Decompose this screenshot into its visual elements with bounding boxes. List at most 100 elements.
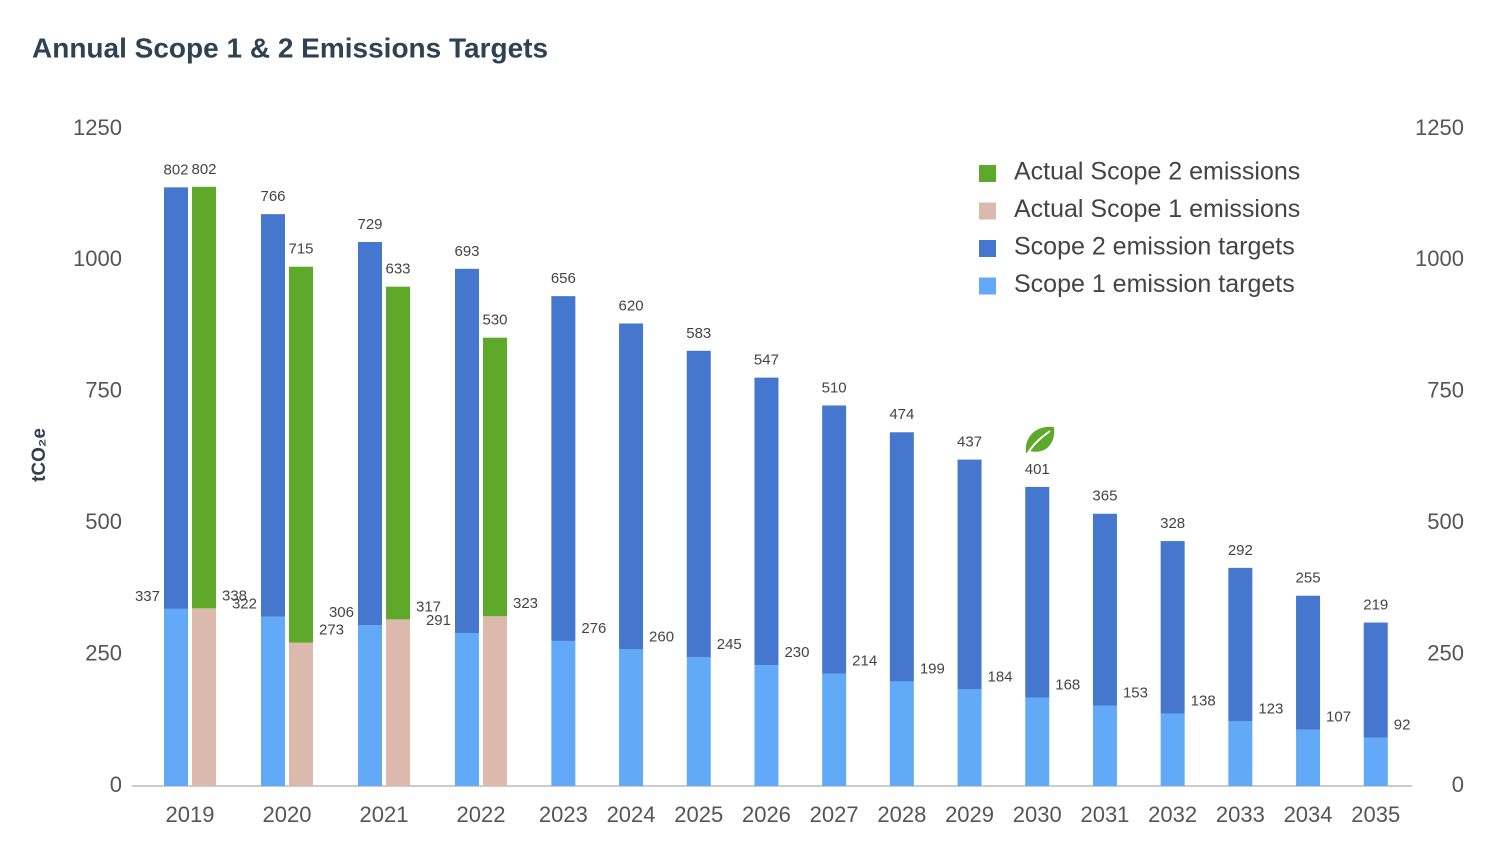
- value-label: 802: [191, 161, 216, 178]
- value-label: 199: [920, 660, 945, 677]
- x-tick-label: 2027: [810, 802, 859, 827]
- y-tick-label: 1250: [73, 115, 122, 140]
- bar-segment: [1363, 622, 1388, 738]
- bar-segment: [754, 665, 779, 786]
- legend-swatch: [979, 202, 996, 220]
- value-label: 107: [1326, 709, 1351, 726]
- value-label: 323: [513, 595, 538, 612]
- bar-segment: [289, 266, 313, 643]
- bar-segment: [619, 649, 644, 786]
- y2-tick-label: 1250: [1415, 115, 1464, 140]
- y2-tick-label: 250: [1427, 640, 1464, 665]
- bar-segment: [822, 405, 847, 674]
- bar-segment: [1092, 705, 1117, 786]
- value-label: 123: [1258, 700, 1283, 717]
- value-label: 322: [232, 596, 257, 613]
- y-axis-label: tCO₂e: [29, 428, 50, 482]
- value-label: 656: [551, 270, 576, 287]
- y2-tick-label: 0: [1452, 772, 1464, 797]
- bar-segment: [619, 323, 644, 650]
- chart-title: Annual Scope 1 & 2 Emissions Targets: [32, 32, 548, 63]
- value-label: 401: [1025, 461, 1050, 478]
- value-label: 547: [754, 352, 779, 369]
- bar-segment: [1296, 729, 1321, 786]
- bar-segment: [1092, 513, 1117, 706]
- x-tick-label: 2024: [607, 802, 656, 827]
- bar-segment: [164, 187, 188, 609]
- bar-segment: [386, 619, 410, 786]
- bar-segment: [192, 608, 216, 786]
- leaf-icon: [1025, 426, 1055, 454]
- y-tick-label: 1000: [73, 246, 122, 271]
- bar-segment: [1160, 541, 1185, 714]
- bar-segment: [686, 657, 711, 786]
- value-label: 230: [784, 644, 809, 661]
- value-label: 620: [619, 297, 644, 314]
- bar-segment: [1228, 721, 1253, 786]
- value-label: 214: [852, 652, 877, 669]
- legend-label: Actual Scope 1 emissions: [1014, 195, 1300, 223]
- x-tick-label: 2029: [945, 802, 994, 827]
- bar-segment: [889, 681, 914, 786]
- y2-tick-label: 750: [1427, 378, 1464, 403]
- legend-label: Scope 1 emission targets: [1014, 270, 1295, 298]
- value-label: 693: [454, 243, 479, 260]
- value-label: 766: [260, 188, 285, 205]
- value-label: 437: [957, 434, 982, 451]
- value-label: 273: [319, 621, 344, 638]
- value-label: 245: [717, 636, 742, 653]
- x-tick-label: 2035: [1351, 802, 1400, 827]
- value-label: 306: [329, 604, 354, 621]
- bar-segment: [358, 242, 382, 626]
- value-label: 92: [1394, 717, 1411, 734]
- bar-segment: [1228, 567, 1253, 722]
- value-label: 276: [581, 620, 606, 637]
- value-label: 292: [1228, 542, 1253, 559]
- bar-segment: [164, 608, 188, 786]
- y2-tick-label: 1000: [1415, 246, 1464, 271]
- x-tick-label: 2021: [360, 802, 409, 827]
- value-label: 365: [1092, 488, 1117, 505]
- x-tick-label: 2019: [166, 802, 215, 827]
- bar-segment: [358, 625, 382, 786]
- value-label: 291: [426, 612, 451, 629]
- value-label: 184: [988, 668, 1013, 685]
- bar-segment: [261, 616, 285, 786]
- bar-segment: [455, 268, 479, 634]
- x-tick-label: 2022: [457, 802, 506, 827]
- value-label: 715: [288, 241, 313, 258]
- legend-swatch: [979, 277, 996, 295]
- bar-segment: [957, 459, 982, 690]
- legend-label: Actual Scope 2 emissions: [1014, 158, 1300, 186]
- bar-segment: [1025, 486, 1050, 698]
- value-label: 317: [416, 598, 441, 615]
- bar-segment: [483, 616, 507, 786]
- x-tick-label: 2025: [674, 802, 723, 827]
- value-label: 260: [649, 628, 674, 645]
- x-tick-label: 2033: [1216, 802, 1265, 827]
- x-tick-label: 2023: [539, 802, 588, 827]
- bar-segment: [822, 673, 847, 786]
- value-label: 633: [385, 261, 410, 278]
- x-tick-label: 2032: [1148, 802, 1197, 827]
- bar-segment: [1296, 595, 1321, 730]
- bar-segment: [1025, 697, 1050, 786]
- x-tick-label: 2031: [1080, 802, 1129, 827]
- legend-swatch: [979, 240, 996, 257]
- y-tick-label: 500: [85, 509, 122, 534]
- value-label: 729: [357, 216, 382, 233]
- x-tick-label: 2030: [1013, 802, 1062, 827]
- bar-segment: [289, 642, 313, 786]
- y-tick-label: 0: [110, 772, 122, 797]
- bar-segment: [455, 633, 479, 786]
- value-label: 337: [135, 588, 160, 605]
- y-tick-label: 750: [85, 378, 122, 403]
- bar-segment: [957, 689, 982, 786]
- legend-swatch: [979, 165, 996, 182]
- bar-segment: [686, 350, 711, 658]
- bar-segment: [192, 186, 216, 609]
- bar-segment: [386, 286, 410, 620]
- bar-segment: [889, 432, 914, 682]
- bar-segment: [1363, 737, 1388, 786]
